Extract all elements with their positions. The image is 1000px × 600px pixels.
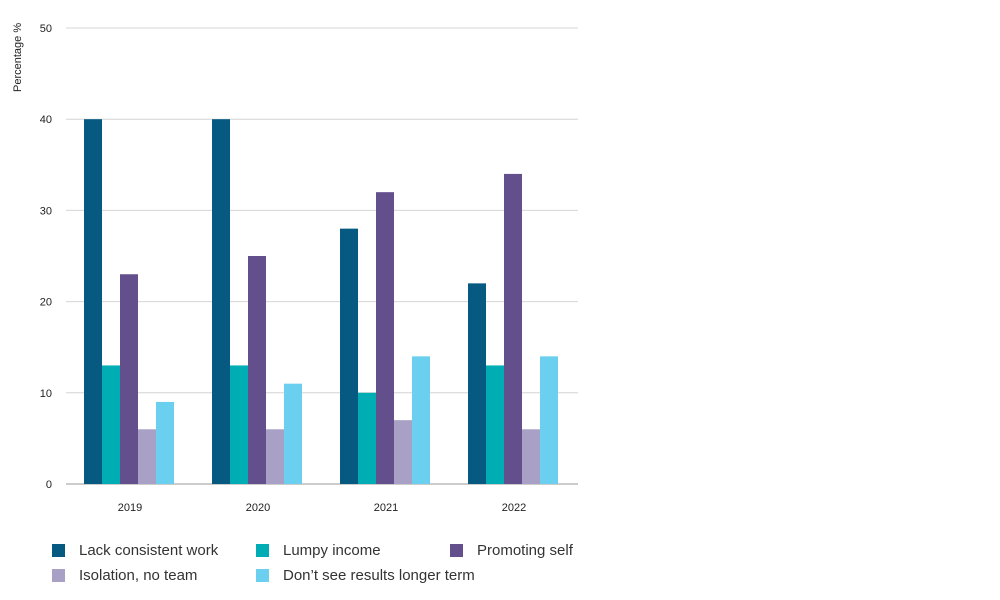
y-tick-label: 10: [40, 388, 52, 400]
legend-label: Isolation, no team: [79, 567, 198, 584]
bar-2019-series-2: [120, 274, 138, 484]
legend-item-promoting-self: Promoting self: [450, 542, 573, 559]
bar-2021-series-1: [358, 392, 376, 484]
bar-2019-series-0: [84, 119, 102, 484]
legend-item-lack-consistent-work: Lack consistent work: [52, 542, 218, 559]
x-category-labels: 2019 2020 2021 2022: [118, 502, 526, 514]
bar-2020-series-2: [248, 256, 266, 484]
y-tick-label: 40: [40, 114, 52, 126]
bar-2021-series-3: [394, 420, 412, 484]
legend-swatch: [256, 569, 269, 582]
legend-item-isolation-no-team: Isolation, no team: [52, 567, 197, 584]
legend-swatch: [52, 544, 65, 557]
bar-2021-series-4: [412, 356, 430, 484]
bar-chart: 0 10 20 30 40 50 2019 2020 2021 2022 Percentage …: [12, 23, 578, 514]
y-tick-label: 50: [40, 23, 52, 35]
legend: Lack consistent work Lumpy income Promot…: [52, 540, 592, 590]
x-category-label: 2020: [246, 502, 270, 514]
y-tick-label: 30: [40, 205, 52, 217]
bar-2022-series-0: [468, 283, 486, 484]
bar-2021-series-0: [340, 228, 358, 484]
bar-2020-series-3: [266, 429, 284, 484]
legend-label: Lumpy income: [283, 542, 381, 559]
legend-label: Lack consistent work: [79, 542, 219, 559]
legend-swatch: [450, 544, 463, 557]
bar-2020-series-4: [284, 383, 302, 484]
x-category-label: 2022: [502, 502, 526, 514]
bars: [84, 119, 558, 485]
y-tick-labels: 0 10 20 30 40 50: [40, 23, 52, 491]
bar-2022-series-3: [522, 429, 540, 484]
legend-label: Promoting self: [477, 542, 573, 559]
bar-2020-series-1: [230, 365, 248, 484]
bar-2022-series-4: [540, 356, 558, 484]
bar-2019-series-1: [102, 365, 120, 484]
bar-2019-series-4: [156, 401, 174, 484]
bar-2022-series-2: [504, 173, 522, 485]
legend-swatch: [52, 569, 65, 582]
x-category-label: 2019: [118, 502, 142, 514]
bar-2021-series-2: [376, 192, 394, 484]
legend-item-lumpy-income: Lumpy income: [256, 542, 381, 559]
y-tick-label: 20: [40, 297, 52, 309]
bar-2019-series-3: [138, 429, 156, 484]
legend-swatch: [256, 544, 269, 557]
y-tick-label: 0: [46, 479, 52, 491]
legend-label: Don’t see results longer term: [283, 567, 475, 584]
bar-2020-series-0: [212, 119, 230, 484]
bar-2022-series-1: [486, 365, 504, 484]
y-axis-title: Percentage %: [12, 23, 24, 92]
x-category-label: 2021: [374, 502, 398, 514]
legend-item-dont-see-results: Don’t see results longer term: [256, 567, 475, 584]
